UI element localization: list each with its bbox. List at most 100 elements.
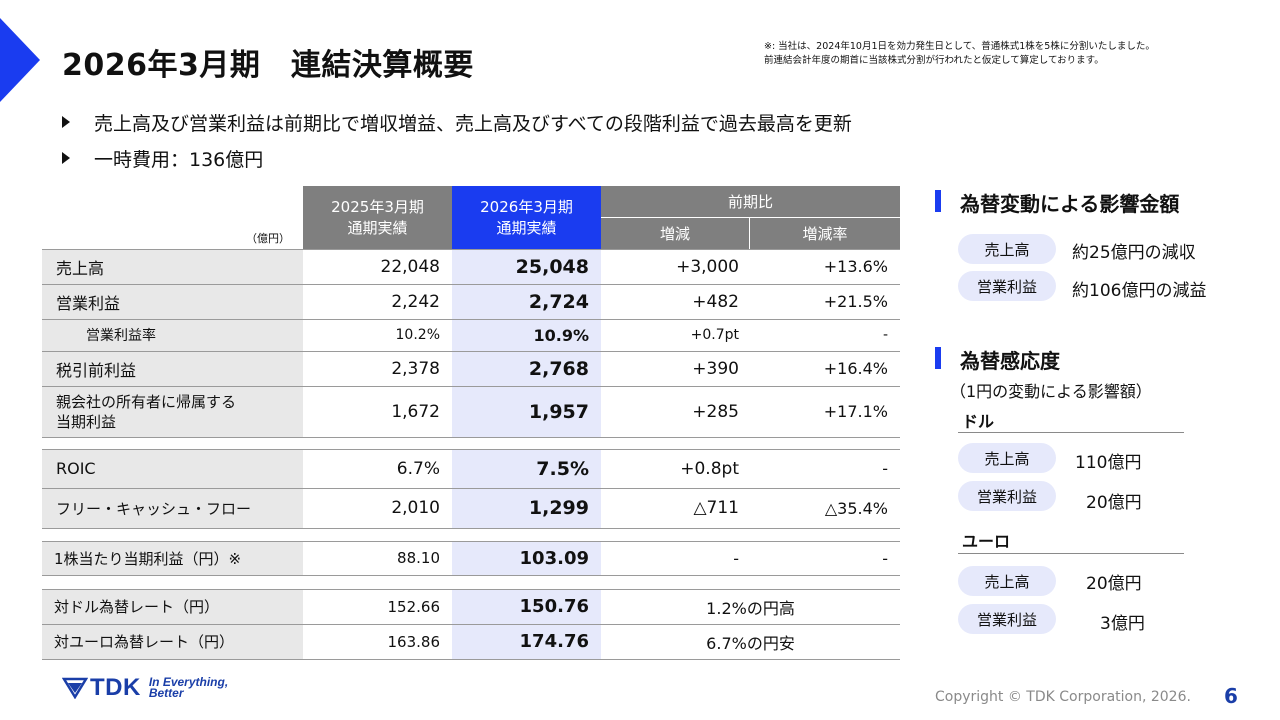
tdk-logo-mark-icon — [62, 677, 88, 699]
row-divider — [42, 659, 900, 660]
header-change-label: 増減 — [659, 225, 690, 243]
table-cell-change: +285 — [692, 401, 739, 422]
footnote-line-1: ※: 当社は、2024年10月1日を効力発生日として、普通株式1株を5株に分割い… — [764, 41, 1155, 52]
table-cell-change: △711 — [693, 498, 739, 518]
header-prev-line2: 通期実績 — [347, 218, 408, 237]
header-current-year: 2026年3月期 通期実績 — [452, 186, 601, 249]
table-cell-prev: 2,010 — [391, 498, 440, 518]
tdk-logo: TDK In Everything, Better — [62, 674, 228, 702]
table-cell-prev: 1,672 — [391, 401, 440, 422]
table-cell-rate: +16.4% — [823, 359, 888, 378]
bullet-text: 一時費用：136億円 — [94, 148, 264, 171]
fx-usd-underline — [958, 432, 1184, 433]
fx-usd-value-op: 20億円 — [1086, 493, 1142, 513]
tdk-logo-text: TDK — [90, 674, 141, 701]
current-column-bg — [452, 249, 601, 437]
page-number: 6 — [1224, 684, 1238, 708]
table-cell-rate: +17.1% — [823, 402, 888, 421]
table-cell-prev: 152.66 — [387, 597, 441, 616]
header-comparison-label: 前期比 — [727, 193, 773, 211]
table-cell-current: 103.09 — [519, 547, 589, 569]
table-row-label: 税引前利益 — [56, 360, 137, 380]
fx-usd-label: ドル — [962, 412, 995, 431]
fx-impact-pill-sales: 売上高 — [958, 234, 1056, 264]
table-row-label: 営業利益 — [56, 293, 121, 313]
header-prev-year: 2025年3月期 通期実績 — [303, 186, 452, 249]
footnote: ※: 当社は、2024年10月1日を効力発生日として、普通株式1株を5株に分割い… — [764, 40, 1155, 68]
table-cell-current: 2,768 — [528, 357, 589, 380]
page-title: 2026年3月期 連結決算概要 — [62, 48, 474, 83]
tagline-line1: In Everything, — [148, 675, 229, 689]
row-divider — [42, 541, 900, 542]
table-cell-change: +390 — [692, 358, 739, 379]
bullet-triangle-icon — [62, 152, 70, 164]
results-table: 2025年3月期 通期実績 2026年3月期 通期実績 前期比 増減 増減率 （… — [42, 186, 900, 661]
fx-sensitivity-subtitle: （1円の変動による影響額） — [950, 382, 1152, 401]
table-cell-prev: 2,378 — [391, 358, 440, 379]
table-cell-comparison: 1.2%の円高 — [706, 598, 795, 618]
row-divider — [42, 319, 900, 320]
fx-eur-pill-op: 営業利益 — [958, 604, 1056, 634]
table-row-label: 対ユーロ為替レート（円） — [54, 633, 235, 651]
row-divider — [42, 575, 900, 576]
header-divider — [601, 217, 900, 218]
fx-eur-value-sales: 20億円 — [1086, 574, 1142, 594]
fx-impact-value-sales: 約25億円の減収 — [1072, 243, 1196, 263]
bullet-triangle-icon — [62, 116, 70, 128]
bullet-item: 売上高及び営業利益は前期比で増収増益、売上高及びすべての段階利益で過去最高を更新 — [62, 104, 852, 140]
table-cell-prev: 163.86 — [387, 632, 441, 651]
table-cell-prev: 10.2% — [395, 327, 440, 343]
summary-bullets: 売上高及び営業利益は前期比で増収増益、売上高及びすべての段階利益で過去最高を更新… — [62, 104, 852, 176]
row-divider — [42, 589, 900, 590]
table-row-label: 営業利益率 — [86, 328, 156, 344]
table-cell-change: - — [733, 548, 739, 568]
table-cell-prev: 6.7% — [396, 458, 440, 479]
table-cell-rate: △35.4% — [824, 498, 888, 518]
current-column-bg — [452, 541, 601, 575]
row-divider — [42, 284, 900, 285]
fx-usd-pill-sales: 売上高 — [958, 443, 1056, 473]
header-cur-line2: 通期実績 — [496, 218, 557, 237]
table-cell-current: 1,299 — [528, 497, 589, 519]
fx-impact-pill-op: 営業利益 — [958, 271, 1056, 301]
table-cell-comparison: 6.7%の円安 — [706, 633, 795, 653]
table-cell-current: 10.9% — [533, 325, 589, 345]
table-row-label: 親会社の所有者に帰属する 当期利益 — [56, 386, 236, 437]
table-cell-change: +3,000 — [676, 256, 739, 277]
fx-eur-underline — [958, 553, 1184, 554]
table-cell-rate: - — [882, 459, 888, 478]
table-cell-prev: 88.10 — [397, 549, 440, 567]
row-divider — [42, 528, 900, 529]
table-cell-change: +0.7pt — [690, 327, 739, 343]
table-cell-prev: 22,048 — [380, 256, 440, 277]
table-cell-current: 150.76 — [519, 596, 589, 617]
row-divider — [42, 386, 900, 387]
fx-usd-value-sales: 110億円 — [1075, 453, 1142, 473]
table-cell-prev: 2,242 — [391, 291, 440, 312]
row-divider — [42, 624, 900, 625]
table-cell-current: 174.76 — [519, 631, 589, 652]
tdk-tagline: In Everything, Better — [148, 675, 229, 700]
table-cell-current: 2,724 — [528, 290, 589, 313]
header-prev-line1: 2025年3月期 — [331, 197, 424, 216]
table-cell-current: 1,957 — [528, 400, 589, 423]
table-row-label: 対ドル為替レート（円） — [54, 598, 220, 616]
fx-impact-value-op: 約106億円の減益 — [1072, 281, 1207, 301]
header-cur-line1: 2026年3月期 — [480, 197, 573, 216]
table-cell-rate: - — [882, 327, 888, 343]
footnote-line-2: 前連結会計年度の期首に当該株式分割が行われたと仮定して算定しております。 — [764, 55, 1104, 66]
header-change: 増減 — [601, 218, 749, 249]
fx-impact-title: 為替変動による影響金額 — [960, 192, 1180, 216]
table-cell-change: +482 — [692, 291, 739, 312]
table-cell-current: 7.5% — [536, 457, 589, 480]
label-column-bg — [42, 249, 303, 437]
table-cell-current: 25,048 — [515, 255, 589, 278]
bullet-text: 売上高及び営業利益は前期比で増収増益、売上高及びすべての段階利益で過去最高を更新 — [94, 112, 852, 135]
tagline-line2: Better — [148, 686, 184, 700]
fx-eur-value-op: 3億円 — [1100, 614, 1145, 634]
table-row-label: フリー・キャッシュ・フロー — [56, 499, 252, 518]
section-marker — [935, 190, 941, 212]
header-divider — [749, 218, 750, 249]
section-marker — [935, 347, 941, 369]
table-cell-rate: +13.6% — [823, 257, 888, 276]
